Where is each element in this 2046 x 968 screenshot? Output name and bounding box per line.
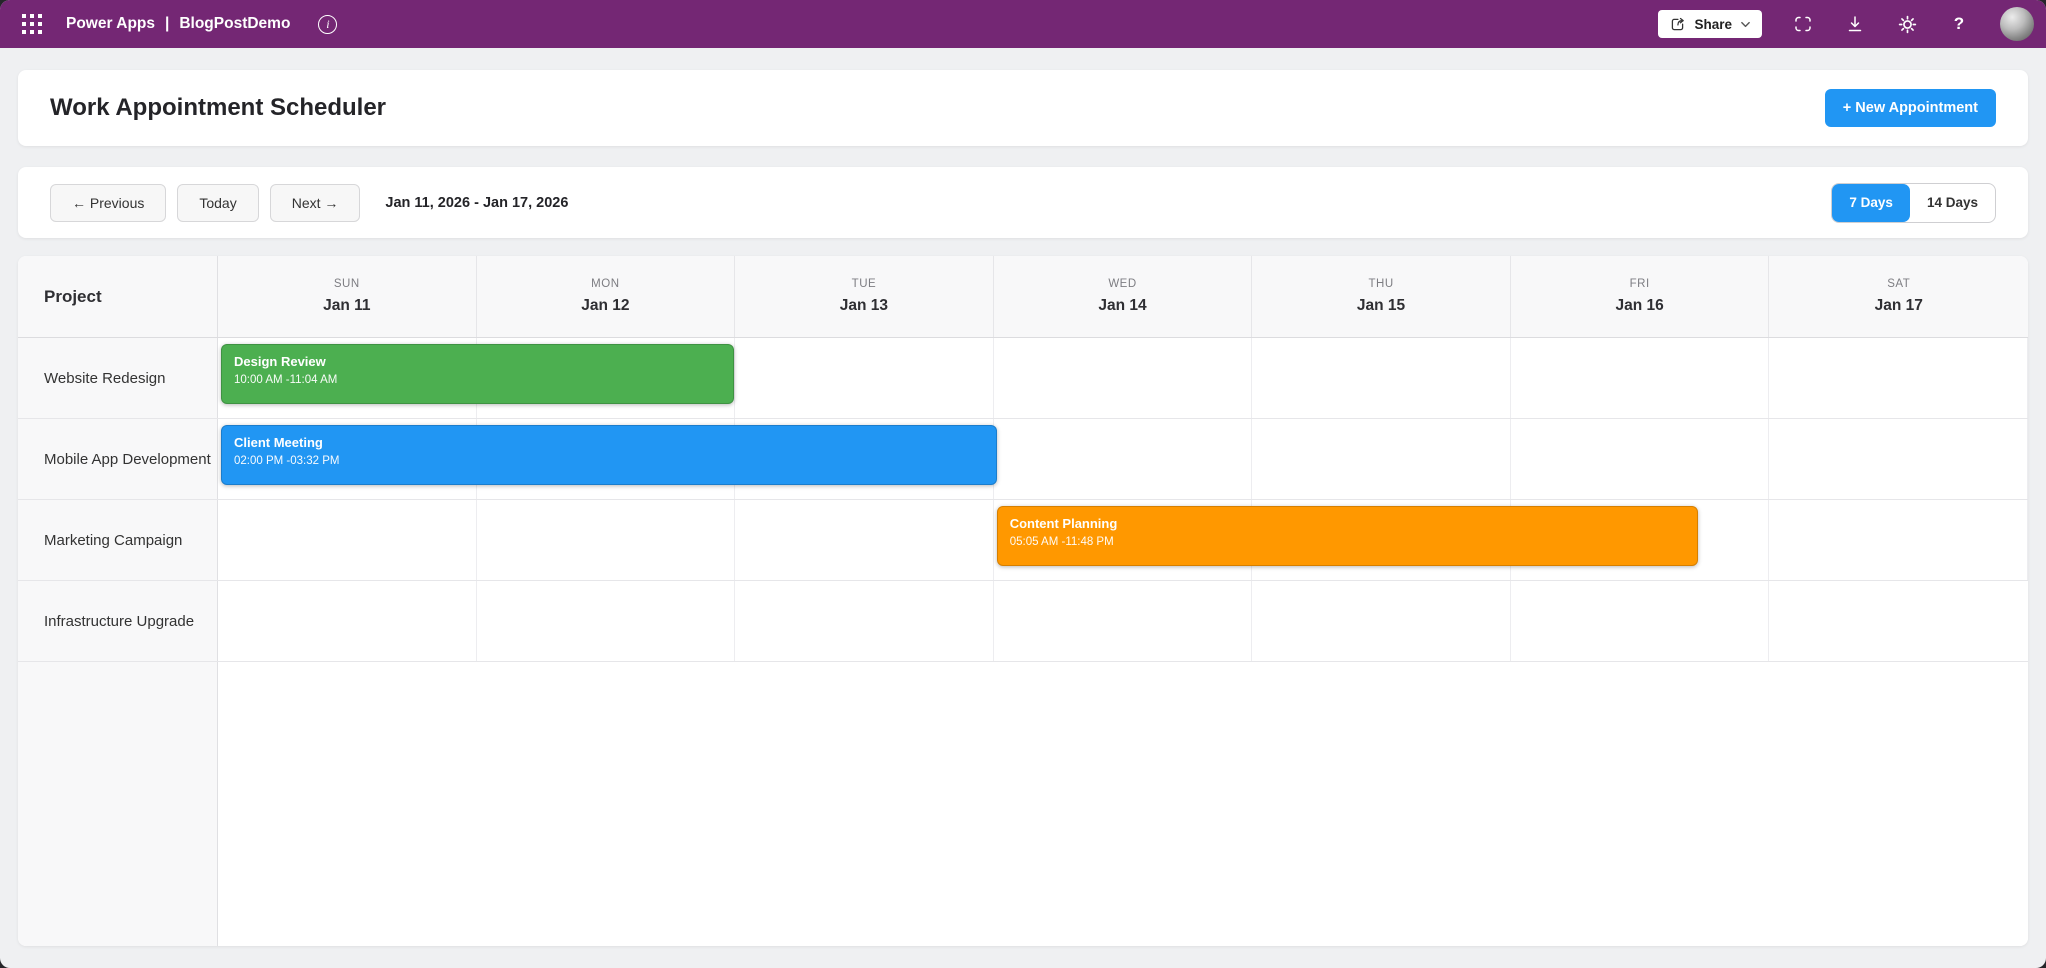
appointment-client-meeting[interactable]: Client Meeting 02:00 PM -03:32 PM — [221, 425, 998, 485]
previous-button[interactable]: ← Previous — [50, 183, 167, 222]
day-header-tue: TUE Jan 13 — [735, 256, 994, 337]
view-14-days-button[interactable]: 14 Days — [1910, 184, 1995, 222]
scheduler-toolbar: ← Previous Today Next → Jan 11, 2026 - J… — [18, 167, 2028, 238]
project-label: Website Redesign — [18, 338, 218, 418]
day-header-area: SUN Jan 11 MON Jan 12 TUE Jan 13 WED Jan 14 THU J… — [218, 256, 2028, 337]
day-cell — [735, 500, 994, 580]
day-date-label: Jan 14 — [1098, 297, 1147, 314]
day-cell — [1252, 338, 1511, 418]
topbar-actions: Share — [1658, 7, 2034, 41]
day-cell — [476, 581, 736, 661]
day-cell — [218, 500, 477, 580]
brand-name: Power Apps — [66, 15, 155, 32]
project-day-area: Design Review 10:00 AM -11:04 AM — [218, 338, 2028, 418]
brand-separator: | — [165, 15, 170, 32]
day-cell — [993, 338, 1253, 418]
user-avatar[interactable] — [2000, 7, 2034, 41]
scheduler-filler-row — [18, 662, 2028, 946]
title-card: Work Appointment Scheduler + New Appoint… — [18, 70, 2028, 146]
day-name-label: SAT — [1887, 278, 1911, 290]
day-date-label: Jan 13 — [839, 297, 889, 314]
project-day-area: Client Meeting 02:00 PM -03:32 PM — [218, 419, 2028, 499]
day-header-sun: SUN Jan 11 — [218, 256, 477, 337]
chevron-down-icon — [1741, 21, 1750, 27]
today-button[interactable]: Today — [177, 183, 259, 222]
appointment-content-planning[interactable]: Content Planning 05:05 AM -11:48 PM — [996, 506, 1699, 566]
fit-screen-icon[interactable] — [1792, 13, 1814, 35]
day-cell — [1769, 500, 2028, 580]
app-name: BlogPostDemo — [179, 15, 291, 32]
day-cell — [993, 419, 1253, 499]
day-name-label: FRI — [1629, 278, 1650, 290]
day-cell — [1252, 419, 1511, 499]
day-date-label: Jan 11 — [323, 297, 371, 314]
help-icon[interactable]: ? — [1948, 13, 1970, 35]
share-button[interactable]: Share — [1658, 10, 1762, 38]
project-column-header: Project — [18, 256, 218, 337]
appointment-time: 05:05 AM -11:48 PM — [1009, 536, 1114, 548]
project-label: Infrastructure Upgrade — [18, 581, 218, 661]
filler-area — [218, 662, 2028, 946]
project-row: Marketing Campaign Content Planning 05:05 … — [18, 500, 2028, 581]
download-icon[interactable] — [1844, 13, 1866, 35]
filler-label-column — [18, 662, 218, 946]
day-cell — [993, 581, 1253, 661]
day-cell — [1510, 419, 1770, 499]
new-appointment-button[interactable]: + New Appointment — [1824, 89, 1996, 127]
project-label: Mobile App Development — [18, 419, 218, 499]
day-date-label: Jan 15 — [1356, 297, 1406, 314]
project-day-area — [218, 581, 2028, 661]
project-row: Mobile App Development Client Meeting 02:0… — [18, 419, 2028, 500]
page-title: Work Appointment Scheduler — [50, 94, 387, 121]
view-7-days-button[interactable]: 7 Days — [1832, 183, 1910, 222]
day-header-fri: FRI Jan 16 — [1510, 256, 1770, 337]
project-row: Website Redesign Design Review 10:00 AM -1… — [18, 338, 2028, 419]
date-range-label: Jan 11, 2026 - Jan 17, 2026 — [385, 194, 569, 211]
day-cell — [735, 338, 994, 418]
settings-gear-icon[interactable] — [1896, 13, 1918, 35]
app-brand: Power Apps | BlogPostDemo — [66, 15, 290, 33]
scheduler-header-row: Project SUN Jan 11 MON Jan 12 TUE Jan 13 WED Jan… — [18, 256, 2028, 338]
day-date-label: Jan 17 — [1874, 297, 1923, 314]
day-name-label: WED — [1108, 278, 1137, 290]
day-header-wed: WED Jan 14 — [993, 256, 1253, 337]
appointment-title: Content Planning — [1009, 516, 1118, 531]
day-header-thu: THU Jan 15 — [1252, 256, 1511, 337]
day-cell — [1252, 581, 1511, 661]
day-header-sat: SAT Jan 17 — [1769, 256, 2028, 337]
day-date-label: Jan 16 — [1615, 297, 1664, 314]
day-name-label: SUN — [333, 278, 360, 290]
day-cell — [1510, 338, 1770, 418]
appointment-title: Design Review — [234, 354, 326, 369]
day-header-mon: MON Jan 12 — [476, 256, 736, 337]
apps-grid-icon[interactable] — [22, 14, 42, 34]
view-toggle: 7 Days 14 Days — [1831, 182, 1996, 223]
share-icon — [1672, 17, 1685, 30]
project-label: Marketing Campaign — [18, 500, 218, 580]
appointment-title: Client Meeting — [234, 435, 323, 450]
day-cell — [218, 581, 477, 661]
scheduler-grid: Project SUN Jan 11 MON Jan 12 TUE Jan 13 WED Jan… — [18, 256, 2028, 946]
day-cell — [1510, 581, 1770, 661]
share-label: Share — [1694, 16, 1732, 32]
day-cell — [1769, 581, 2028, 661]
appointment-time: 10:00 AM -11:04 AM — [234, 374, 338, 386]
day-cell — [735, 581, 994, 661]
day-cell — [476, 500, 736, 580]
info-icon[interactable]: i — [318, 14, 338, 34]
next-button[interactable]: Next → — [269, 183, 361, 222]
project-day-area: Content Planning 05:05 AM -11:48 PM — [218, 500, 2028, 580]
project-row: Infrastructure Upgrade — [18, 581, 2028, 662]
day-name-label: THU — [1368, 278, 1394, 290]
day-name-label: MON — [591, 278, 620, 290]
appointment-design-review[interactable]: Design Review 10:00 AM -11:04 AM — [221, 344, 734, 404]
day-name-label: TUE — [851, 278, 877, 290]
day-date-label: Jan 12 — [581, 297, 630, 314]
appointment-time: 02:00 PM -03:32 PM — [234, 455, 340, 467]
day-cell — [1769, 419, 2028, 499]
day-cell — [1769, 338, 2028, 418]
topbar: Power Apps | BlogPostDemo i Share — [0, 0, 2046, 48]
